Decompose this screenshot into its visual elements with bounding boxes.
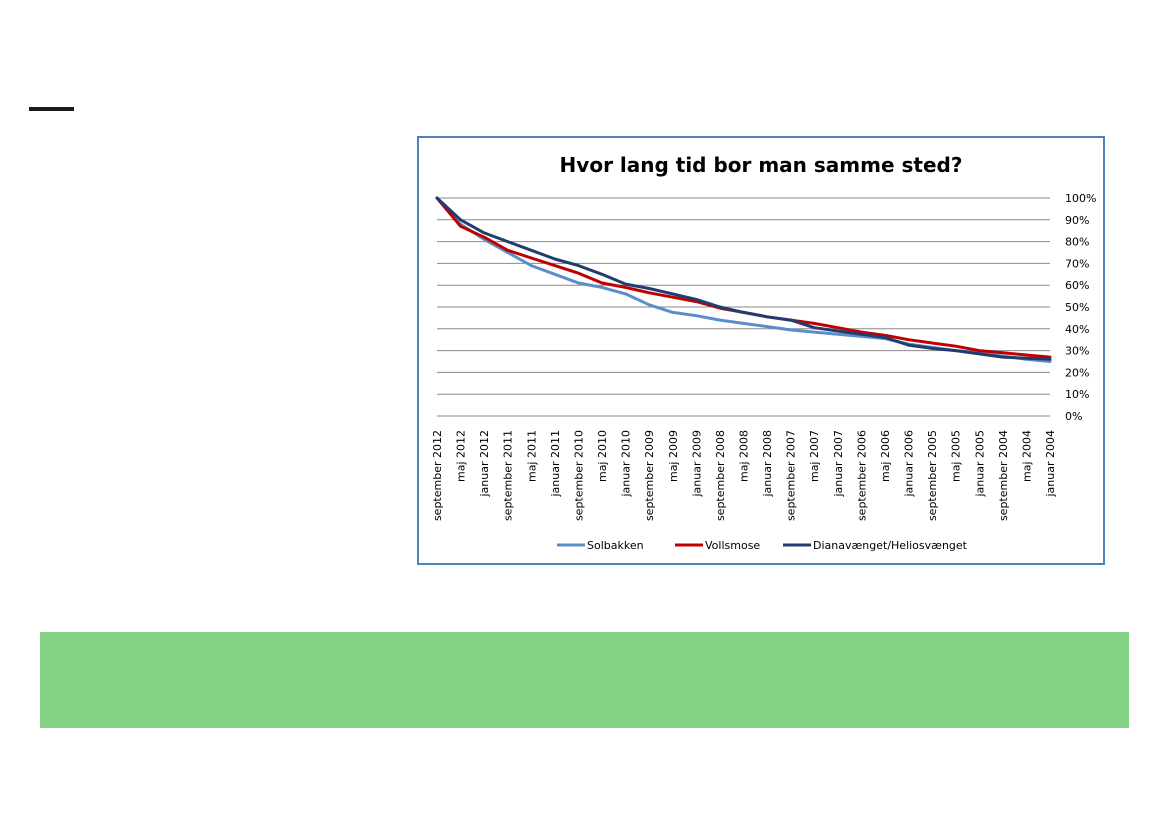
x-tick-label: maj 2011 bbox=[525, 430, 538, 482]
x-tick-label: maj 2007 bbox=[808, 430, 821, 482]
line-chart: 0% 10% 20% 30% 40% 50% 60% 70% 80% 90% 100% septemb… bbox=[431, 192, 1096, 552]
x-tick-label: januar 2009 bbox=[690, 430, 703, 498]
x-tick-label: januar 2004 bbox=[1044, 430, 1057, 498]
x-tick-label: maj 2010 bbox=[596, 430, 609, 482]
y-tick-label: 50% bbox=[1065, 301, 1089, 314]
x-tick-label: september 2006 bbox=[855, 430, 868, 521]
x-tick-label: september 2011 bbox=[502, 430, 515, 521]
legend-label: Vollsmose bbox=[705, 539, 760, 552]
chart-title: Hvor lang tid bor man samme sted? bbox=[559, 153, 963, 177]
x-tick-label: maj 2008 bbox=[738, 430, 751, 482]
y-tick-label: 40% bbox=[1065, 323, 1089, 336]
legend-label: Dianavænget/Heliosvænget bbox=[813, 539, 968, 552]
x-tick-label: september 2004 bbox=[997, 430, 1010, 521]
legend-label: Solbakken bbox=[587, 539, 644, 552]
x-tick-label: maj 2005 bbox=[950, 430, 963, 482]
y-tick-label: 100% bbox=[1065, 192, 1096, 205]
slide-dash-mark bbox=[29, 107, 74, 111]
y-tick-label: 70% bbox=[1065, 257, 1089, 270]
x-tick-label: september 2012 bbox=[431, 430, 444, 521]
series-line-vollsmose bbox=[435, 196, 1052, 359]
x-tick-label: maj 2009 bbox=[667, 430, 680, 482]
x-tick-label: januar 2006 bbox=[903, 430, 916, 498]
y-tick-label: 20% bbox=[1065, 366, 1089, 379]
x-tick-label: januar 2012 bbox=[478, 430, 491, 498]
x-tick-label: januar 2005 bbox=[973, 430, 986, 498]
x-tick-label: maj 2006 bbox=[879, 430, 892, 482]
x-tick-label: januar 2007 bbox=[832, 430, 845, 498]
x-tick-label: september 2009 bbox=[643, 430, 656, 521]
chart-frame: Hvor lang tid bor man samme sted? 0% 10% 2… bbox=[417, 136, 1105, 565]
green-banner bbox=[40, 632, 1129, 728]
x-tick-label: september 2008 bbox=[714, 430, 727, 521]
y-tick-label: 80% bbox=[1065, 236, 1089, 249]
x-tick-label: september 2005 bbox=[926, 430, 939, 521]
y-tick-label: 0% bbox=[1065, 410, 1082, 423]
x-tick-label: maj 2012 bbox=[455, 430, 468, 482]
y-tick-label: 90% bbox=[1065, 214, 1089, 227]
x-tick-label: januar 2010 bbox=[620, 430, 633, 498]
x-tick-label: september 2007 bbox=[785, 430, 798, 521]
y-tick-label: 30% bbox=[1065, 345, 1089, 358]
x-tick-label: januar 2008 bbox=[761, 430, 774, 498]
x-tick-label: januar 2011 bbox=[549, 430, 562, 498]
x-tick-label: maj 2004 bbox=[1020, 430, 1033, 482]
series-line-dianav-nget-heliosv-nget bbox=[435, 196, 1052, 361]
series-line-solbakken bbox=[435, 196, 1052, 363]
y-tick-label: 10% bbox=[1065, 388, 1089, 401]
x-tick-label: september 2010 bbox=[572, 430, 585, 521]
y-tick-label: 60% bbox=[1065, 279, 1089, 292]
